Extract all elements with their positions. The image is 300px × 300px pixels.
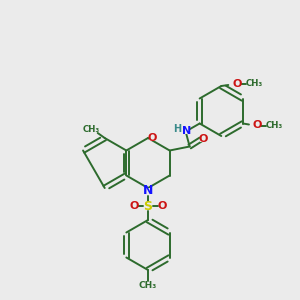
FancyBboxPatch shape [254,122,260,128]
FancyBboxPatch shape [183,128,190,134]
Text: O: O [129,201,139,211]
Text: CH₃: CH₃ [265,121,283,130]
FancyBboxPatch shape [144,188,152,194]
Text: H: H [174,124,182,134]
Text: CH₃: CH₃ [139,280,157,290]
FancyBboxPatch shape [175,127,181,132]
Text: S: S [143,200,152,212]
Text: CH₃: CH₃ [246,80,263,88]
Text: O: O [147,133,157,143]
Text: O: O [199,134,208,143]
FancyBboxPatch shape [144,202,152,209]
Text: O: O [157,201,167,211]
FancyBboxPatch shape [200,136,207,142]
Text: O: O [252,121,262,130]
Text: N: N [182,125,191,136]
Text: CH₃: CH₃ [83,124,100,134]
Text: N: N [143,184,153,197]
FancyBboxPatch shape [148,135,155,141]
FancyBboxPatch shape [234,81,241,87]
FancyBboxPatch shape [130,203,137,209]
FancyBboxPatch shape [158,203,166,209]
Text: O: O [232,79,242,89]
